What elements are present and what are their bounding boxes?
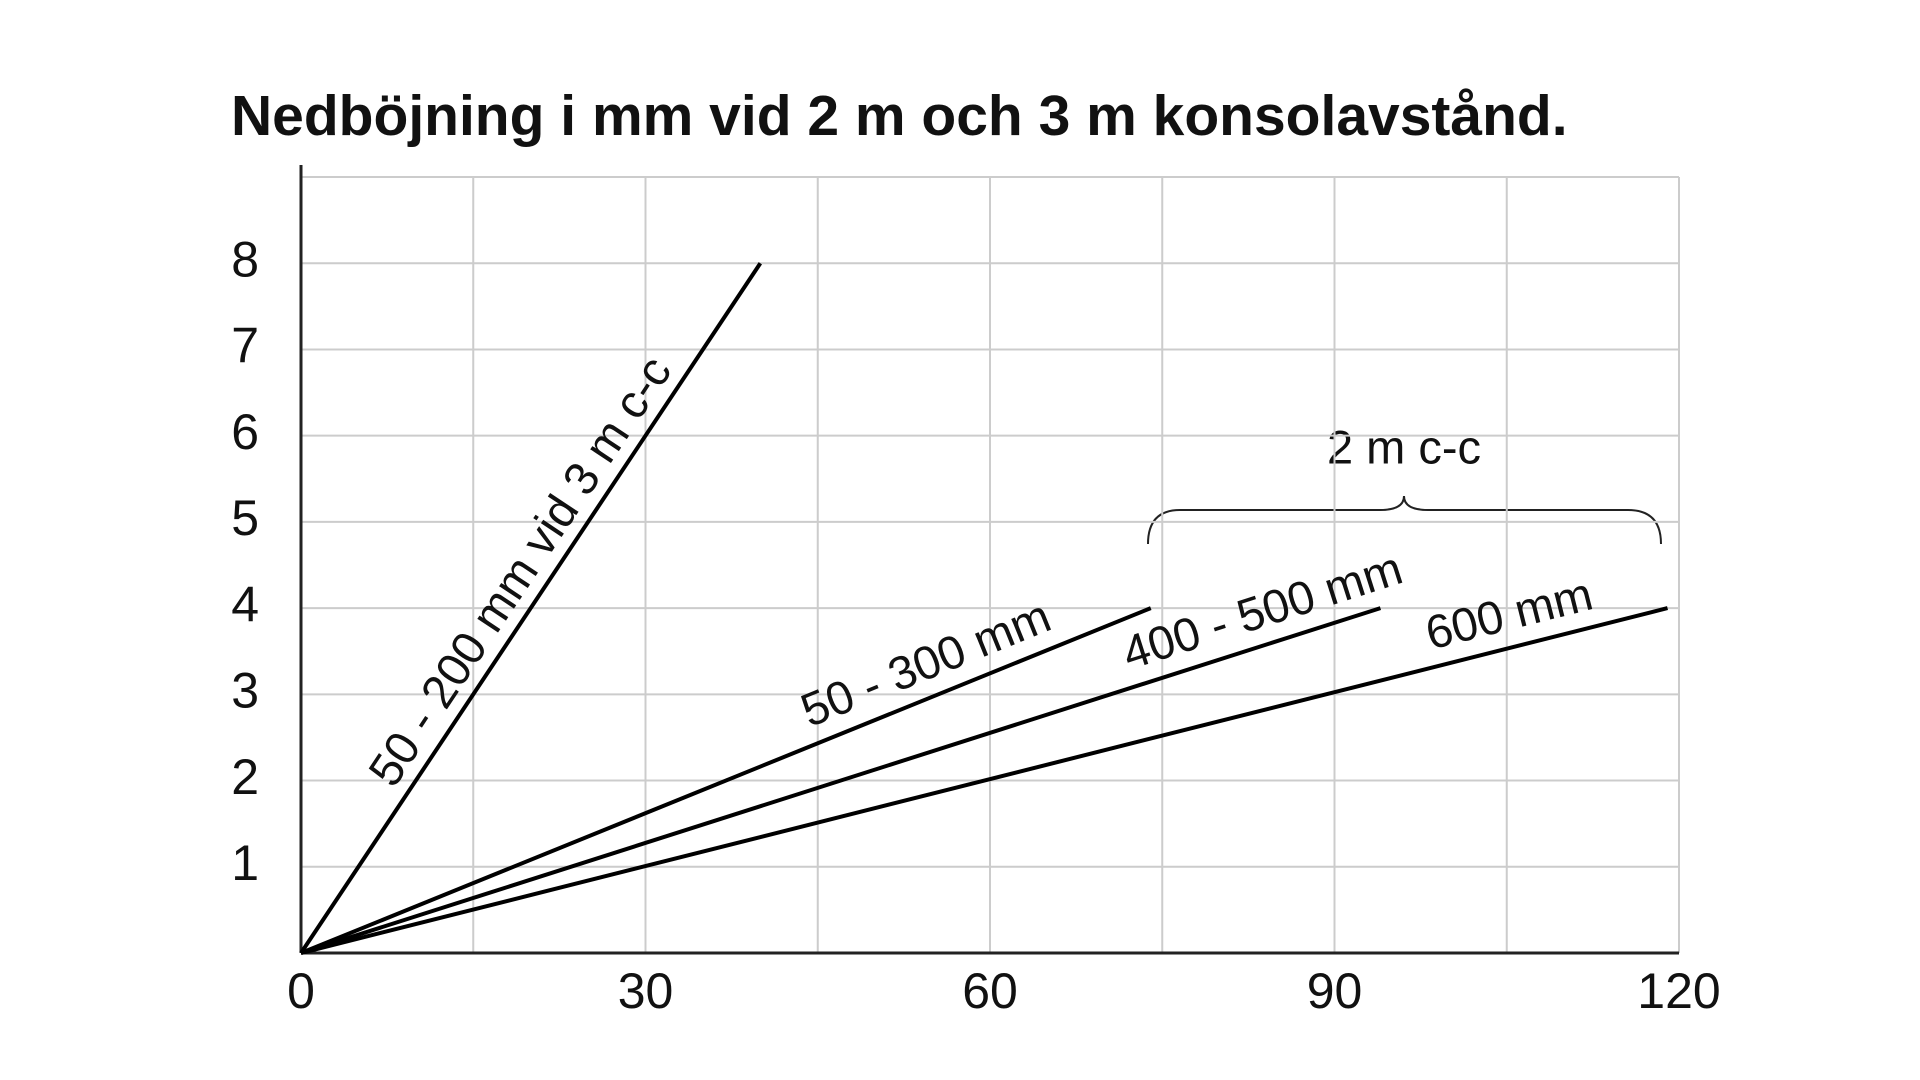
- y-tick-label: 6: [231, 404, 259, 460]
- brace: [1147, 495, 1662, 545]
- x-tick-label: 60: [962, 963, 1018, 1019]
- x-tick-label: 30: [618, 963, 674, 1019]
- x-tick-label: 120: [1637, 963, 1720, 1019]
- line-series: [300, 606, 1669, 955]
- line-series: [300, 606, 1152, 955]
- x-tick-label: 90: [1307, 963, 1363, 1019]
- annotation: 2 m c-c: [1327, 420, 1481, 473]
- y-tick-label: 8: [231, 231, 259, 287]
- line-series: [299, 262, 762, 955]
- y-tick-label: 2: [231, 749, 259, 805]
- y-tick-label: 3: [231, 663, 259, 719]
- line-series: [300, 606, 1382, 955]
- y-tick-label: 4: [231, 576, 259, 632]
- y-tick-label: 1: [231, 835, 259, 891]
- chart-title: Nedböjning i mm vid 2 m och 3 m konsolav…: [231, 84, 1568, 148]
- x-tick-label: 0: [287, 963, 315, 1019]
- y-tick-label: 7: [231, 318, 259, 374]
- y-tick-label: 5: [231, 490, 259, 546]
